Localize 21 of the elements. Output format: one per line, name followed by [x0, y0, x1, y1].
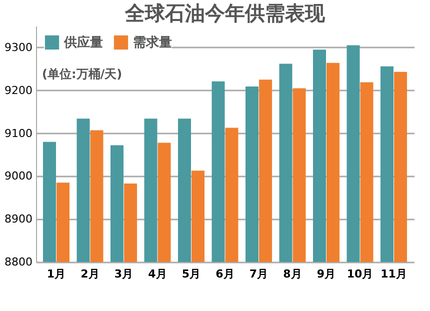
y-tick-label: 9100 — [4, 126, 32, 140]
x-tick-label: 2月 — [80, 268, 100, 280]
y-tick-label: 8900 — [4, 212, 32, 226]
y-tick-label: 9200 — [4, 84, 32, 97]
x-tick-label: 5月 — [182, 268, 201, 280]
chart-title: 全球石油今年供需表现 — [124, 1, 326, 25]
x-tick-label: 7月 — [249, 268, 268, 280]
y-tick-label: 9000 — [4, 170, 32, 183]
x-tick-label: 8月 — [283, 268, 302, 280]
x-tick-label: 3月 — [114, 268, 134, 280]
x-tick-label: 11月 — [380, 268, 407, 280]
x-tick-label: 6月 — [216, 268, 234, 280]
y-tick-label: 9300 — [4, 40, 32, 54]
annotation: (单位:万桶/天) — [42, 67, 122, 81]
x-tick-label: 1月 — [46, 268, 66, 280]
legend-label: 需求量 — [133, 34, 172, 50]
x-tick-label: 10月 — [346, 268, 374, 280]
x-tick-label: 9月 — [316, 268, 336, 280]
x-tick-label: 4月 — [148, 268, 167, 280]
y-tick-label: 8800 — [4, 256, 32, 268]
legend-label: 供应量 — [63, 34, 103, 50]
